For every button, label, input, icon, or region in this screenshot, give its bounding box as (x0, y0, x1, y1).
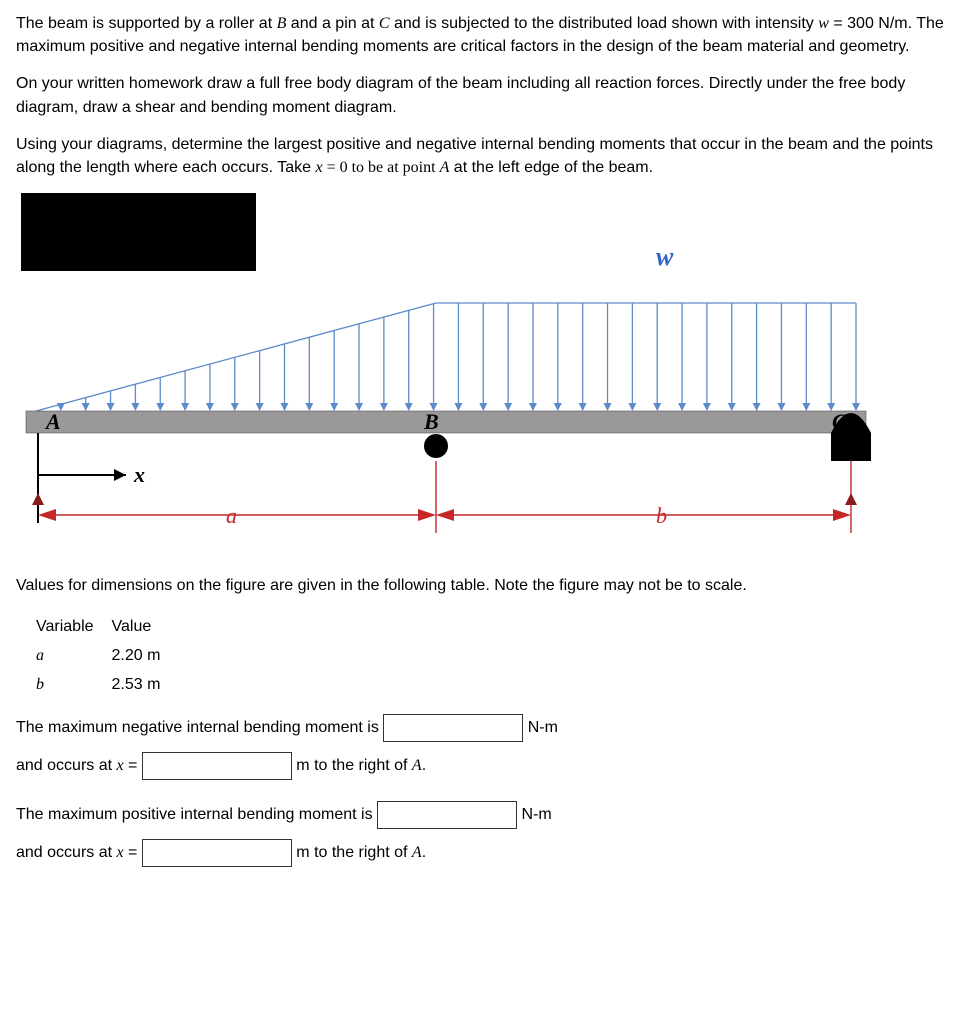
var-C: C (379, 15, 390, 32)
pos-moment-x-input[interactable] (142, 839, 292, 867)
col-variable: Variable (36, 612, 112, 641)
text: and occurs at (16, 757, 117, 774)
text: m to the right of (296, 757, 412, 774)
x-axis-indicator: x (38, 433, 145, 523)
unit: N-m (522, 806, 552, 823)
problem-paragraph-3: Using your diagrams, determine the large… (16, 133, 963, 179)
point-label-A: A (44, 409, 61, 434)
dim-label-b: b (656, 503, 667, 528)
neg-moment-x-input[interactable] (142, 752, 292, 780)
text: m to the right of (296, 844, 412, 861)
var-a: a (36, 641, 112, 670)
text: and a pin at (286, 15, 379, 32)
col-value: Value (112, 612, 179, 641)
table-header-row: Variable Value (36, 612, 178, 641)
problem-paragraph-2: On your written homework draw a full fre… (16, 72, 963, 118)
text: = 0 to be at point (323, 159, 440, 176)
pos-moment-input[interactable] (377, 801, 517, 829)
text: = (124, 844, 142, 861)
var-x: x (117, 844, 124, 861)
text: The beam is supported by a roller at (16, 15, 277, 32)
var-A: A (412, 844, 422, 861)
values-caption: Values for dimensions on the figure are … (16, 574, 963, 597)
var-A: A (440, 159, 450, 176)
text: . (422, 757, 426, 774)
point-label-B: B (423, 409, 439, 434)
question-negative-moment: The maximum negative internal bending mo… (16, 709, 963, 786)
dim-cap-right (845, 493, 857, 505)
text: and is subjected to the distributed load… (390, 15, 819, 32)
redaction-box (21, 193, 256, 271)
text: The maximum positive internal bending mo… (16, 806, 377, 823)
dim-label-a: a (226, 503, 237, 528)
text: and occurs at (16, 844, 117, 861)
text: The maximum negative internal bending mo… (16, 719, 383, 736)
dimension-a: a (38, 461, 436, 533)
var-B: B (277, 15, 287, 32)
beam-diagram: w A B C x a b (16, 193, 963, 550)
var-b: b (36, 670, 112, 699)
question-positive-moment: The maximum positive internal bending mo… (16, 796, 963, 873)
text: . (422, 844, 426, 861)
val-a: 2.20 m (112, 641, 179, 670)
var-A: A (412, 757, 422, 774)
text: = (124, 757, 142, 774)
x-label: x (133, 462, 145, 487)
load-envelope-slope (36, 303, 436, 411)
problem-paragraph-1: The beam is supported by a roller at B a… (16, 12, 963, 58)
load-arrows (57, 303, 860, 411)
var-x: x (315, 159, 322, 176)
dim-cap-left (32, 493, 44, 505)
beam-body (26, 411, 866, 433)
dimension-b: b (436, 461, 851, 533)
var-w: w (818, 15, 829, 32)
neg-moment-input[interactable] (383, 714, 523, 742)
load-label-w: w (656, 242, 674, 271)
table-row: b 2.53 m (36, 670, 178, 699)
var-x: x (117, 757, 124, 774)
table-row: a 2.20 m (36, 641, 178, 670)
text: at the left edge of the beam. (449, 159, 653, 176)
values-table: Variable Value a 2.20 m b 2.53 m (36, 612, 178, 700)
val-b: 2.53 m (112, 670, 179, 699)
unit: N-m (528, 719, 558, 736)
roller-support-B (424, 434, 448, 458)
